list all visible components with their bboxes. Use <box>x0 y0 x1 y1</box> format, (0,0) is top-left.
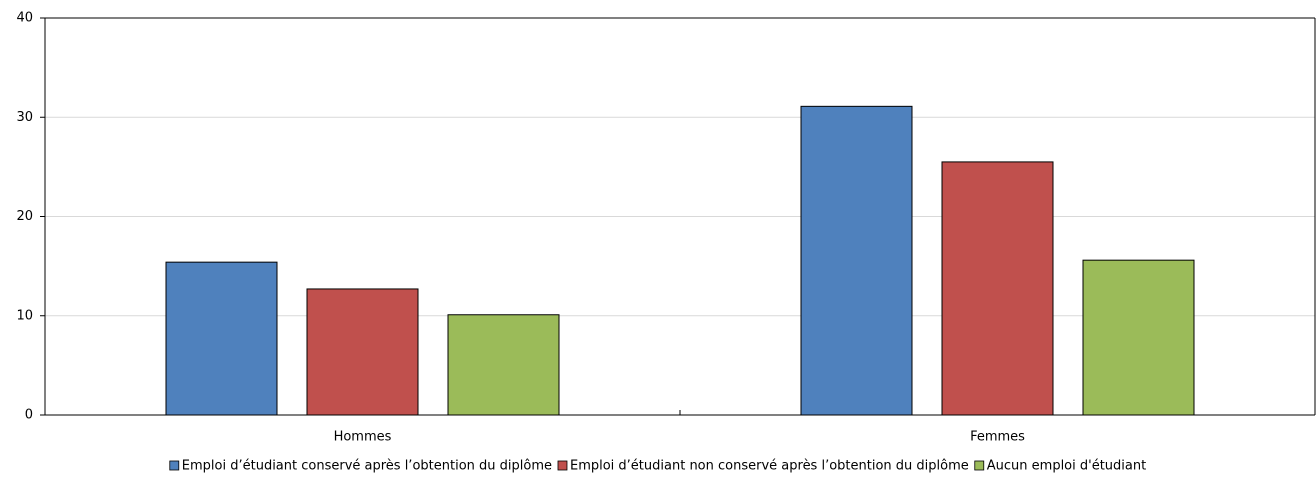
legend-swatch <box>974 460 985 471</box>
y-tick-label: 40 <box>16 11 33 26</box>
bar <box>1082 259 1195 416</box>
x-tick-label: Hommes <box>334 430 392 445</box>
bar <box>447 314 560 416</box>
y-tick-label: 20 <box>16 209 33 224</box>
bar <box>941 161 1054 416</box>
bar <box>800 105 913 416</box>
y-tick-label: 0 <box>25 408 33 423</box>
y-tick-label: 30 <box>16 110 33 125</box>
legend-label: Aucun emploi d'étudiant <box>987 459 1146 474</box>
bar <box>165 261 278 416</box>
legend-label: Emploi d’étudiant non conservé après l’o… <box>570 459 969 474</box>
legend-label: Emploi d’étudiant conservé après l’obten… <box>182 459 552 474</box>
legend-swatch <box>169 460 180 471</box>
y-tick-label: 10 <box>16 308 33 323</box>
legend-swatch <box>557 460 568 471</box>
x-tick-label: Femmes <box>970 430 1025 445</box>
bar <box>306 288 419 416</box>
